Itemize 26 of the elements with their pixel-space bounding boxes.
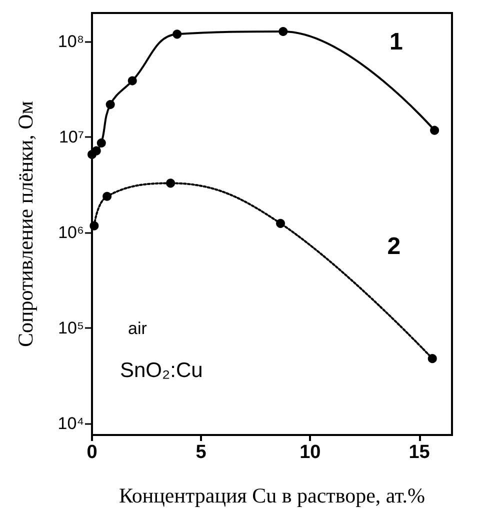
point — [172, 30, 182, 39]
annotation: air — [128, 319, 148, 338]
y-tick-label: 10⁷ — [58, 128, 84, 147]
point — [430, 126, 440, 135]
x-tick-label: 15 — [408, 442, 430, 463]
x-axis-title: Концентрация Cu в растворе, ат.% — [118, 484, 426, 508]
point — [90, 221, 99, 230]
annotation: SnO₂:Cu — [120, 359, 203, 382]
x-tick-label: 0 — [86, 442, 98, 463]
point — [278, 27, 288, 36]
series-label: 1 — [390, 28, 403, 56]
point — [96, 138, 106, 148]
y-tick-label: 10⁴ — [58, 414, 84, 434]
point — [276, 218, 286, 228]
y-tick-label: 10⁵ — [58, 318, 84, 338]
point — [102, 192, 112, 201]
series-label: 2 — [387, 233, 401, 260]
point — [128, 76, 137, 86]
point — [106, 100, 115, 110]
point — [428, 354, 437, 364]
y-axis-title: Сопротивление плёнки, Ом — [14, 100, 38, 348]
x-tick-label: 5 — [196, 442, 207, 463]
y-tick-label: 10⁸ — [58, 32, 84, 52]
y-tick-label: 10⁶ — [58, 223, 84, 242]
point — [166, 178, 176, 188]
x-tick-label: 10 — [300, 442, 321, 463]
